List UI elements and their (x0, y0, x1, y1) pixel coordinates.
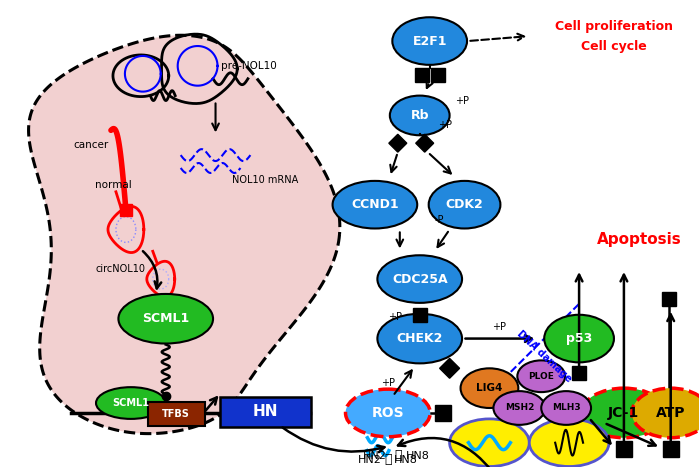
Ellipse shape (377, 255, 462, 303)
Text: cancer: cancer (74, 140, 108, 150)
Text: LIG4: LIG4 (476, 383, 503, 393)
Text: DNA damage: DNA damage (515, 329, 573, 384)
FancyArrowPatch shape (283, 427, 384, 452)
Text: 、: 、 (384, 453, 391, 466)
Polygon shape (430, 68, 444, 82)
Text: HN: HN (253, 404, 278, 419)
Polygon shape (663, 441, 679, 457)
Ellipse shape (377, 314, 462, 363)
Text: +P: +P (381, 378, 395, 388)
Text: MLH3: MLH3 (552, 403, 580, 413)
Polygon shape (435, 405, 451, 421)
Ellipse shape (582, 388, 666, 438)
Text: 、: 、 (394, 449, 402, 462)
Text: Apoptosis: Apoptosis (596, 232, 681, 247)
Text: E2F1: E2F1 (412, 35, 447, 47)
Text: CCND1: CCND1 (351, 198, 399, 211)
Polygon shape (29, 35, 340, 434)
Ellipse shape (428, 181, 500, 228)
Polygon shape (413, 308, 427, 322)
Ellipse shape (346, 389, 430, 437)
Ellipse shape (529, 419, 609, 467)
FancyBboxPatch shape (220, 397, 312, 427)
Ellipse shape (541, 391, 591, 425)
Polygon shape (616, 441, 632, 457)
Text: HN8: HN8 (394, 454, 418, 465)
Text: TFBS: TFBS (162, 409, 190, 419)
Ellipse shape (390, 96, 449, 135)
FancyBboxPatch shape (148, 402, 204, 426)
FancyArrowPatch shape (143, 251, 161, 288)
Text: SCML1: SCML1 (113, 398, 149, 408)
Text: +P: +P (492, 322, 506, 332)
Polygon shape (440, 358, 460, 378)
Text: p53: p53 (566, 332, 592, 345)
Ellipse shape (632, 388, 700, 438)
Ellipse shape (517, 360, 565, 392)
Text: Cell proliferation: Cell proliferation (555, 20, 673, 33)
Text: CDK2: CDK2 (446, 198, 484, 211)
Text: MSH2: MSH2 (505, 403, 534, 413)
Polygon shape (414, 68, 428, 82)
Ellipse shape (544, 315, 614, 363)
Text: JC-1: JC-1 (608, 406, 640, 420)
Text: circNOL10: circNOL10 (96, 264, 146, 274)
Ellipse shape (461, 368, 518, 408)
Ellipse shape (494, 391, 545, 425)
Polygon shape (120, 204, 132, 216)
Text: CHEK2: CHEK2 (396, 332, 443, 345)
Text: Cell cycle: Cell cycle (581, 39, 647, 53)
Text: +P: +P (454, 96, 468, 106)
Text: ATP: ATP (656, 406, 685, 420)
Text: Rb: Rb (410, 109, 429, 122)
Polygon shape (389, 134, 407, 152)
Ellipse shape (118, 294, 213, 343)
Text: HN8: HN8 (406, 451, 430, 461)
Text: -P: -P (435, 214, 444, 225)
Text: CDC25A: CDC25A (392, 272, 447, 286)
FancyArrowPatch shape (398, 438, 493, 469)
Ellipse shape (449, 419, 529, 467)
Polygon shape (572, 366, 586, 380)
Polygon shape (662, 292, 676, 306)
Text: normal: normal (94, 180, 132, 190)
Text: NOL10 mRNA: NOL10 mRNA (232, 175, 298, 185)
Ellipse shape (332, 181, 417, 228)
Text: +P: +P (438, 121, 452, 130)
Text: HN2: HN2 (363, 451, 387, 461)
Text: +P: +P (388, 312, 402, 322)
Text: ROS: ROS (372, 406, 404, 420)
Polygon shape (416, 134, 434, 152)
Ellipse shape (96, 387, 166, 419)
Text: HN2: HN2 (358, 454, 382, 465)
Text: pre-NOL10: pre-NOL10 (220, 61, 276, 71)
Text: PLOE: PLOE (528, 372, 554, 381)
Ellipse shape (392, 17, 467, 65)
Text: SCML1: SCML1 (142, 312, 190, 325)
